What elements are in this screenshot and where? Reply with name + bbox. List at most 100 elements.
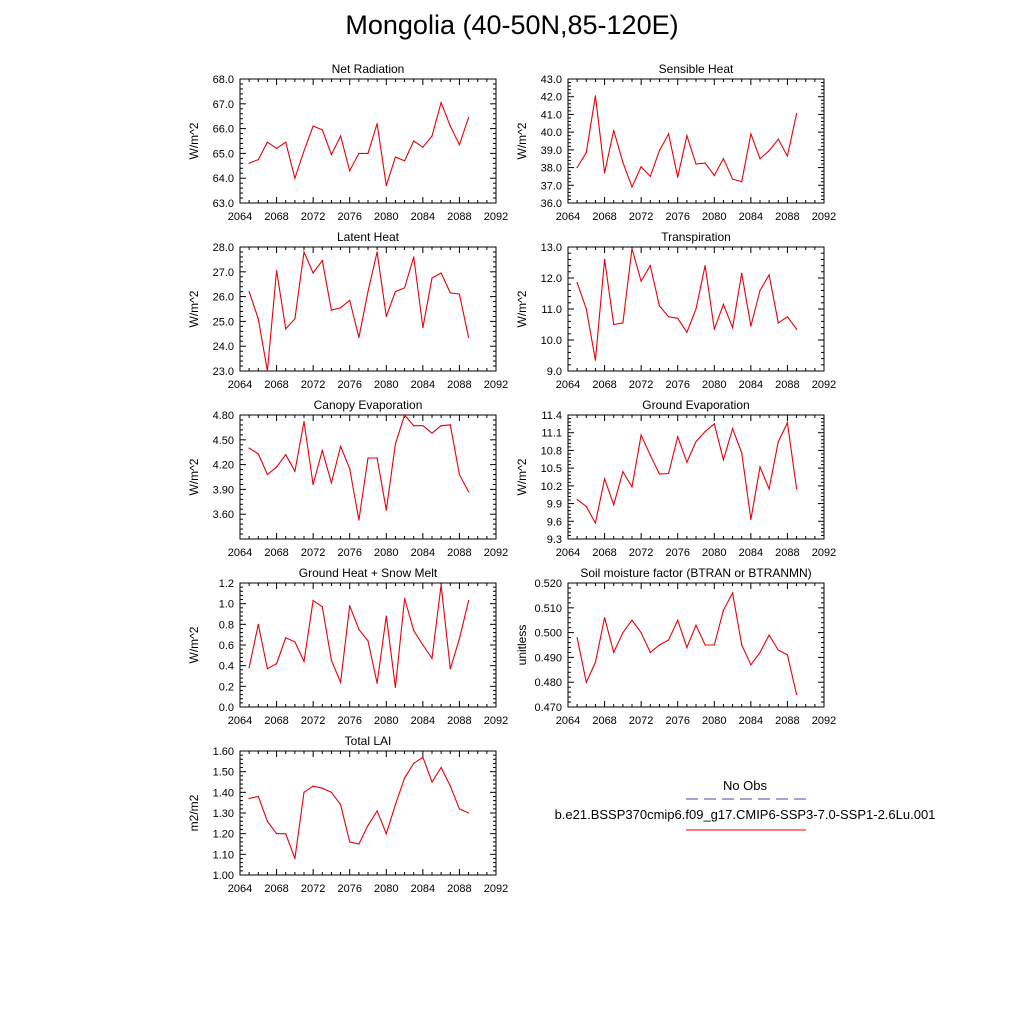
y-tick-label: 10.5 [541, 463, 562, 475]
panel-title: Ground Heat + Snow Melt [299, 566, 438, 580]
data-point [686, 646, 688, 649]
data-point [449, 292, 451, 294]
data-point [667, 639, 670, 641]
data-point [321, 129, 323, 131]
data-point [358, 843, 360, 845]
data-point [285, 833, 287, 835]
x-tick-label: 2064 [556, 211, 580, 223]
x-tick-label: 2092 [484, 211, 508, 223]
y-tick-label: 1.20 [213, 829, 234, 841]
x-tick-label: 2088 [775, 547, 799, 559]
data-point [394, 291, 397, 293]
series-line [248, 756, 469, 859]
legend-obs: No Obs [620, 778, 870, 808]
data-point [677, 436, 679, 438]
data-point [449, 424, 451, 426]
x-tick-label: 2072 [301, 379, 325, 391]
panel-6: 2064 2068 2072 2076 2080 2084 2088 2092 9.3 9.6 9.… [515, 398, 836, 559]
data-point [431, 657, 433, 660]
data-point [613, 504, 615, 506]
x-tick-label: 2072 [629, 715, 653, 727]
data-point [321, 260, 323, 262]
x-tick-label: 2064 [556, 379, 580, 391]
data-point [275, 466, 278, 468]
y-tick-label: 9.9 [547, 499, 562, 511]
data-point [367, 640, 369, 642]
y-tick-label: 11.4 [541, 410, 562, 422]
x-tick-label: 2088 [775, 715, 799, 727]
data-point [422, 644, 424, 646]
data-point [358, 152, 360, 154]
data-point [403, 287, 406, 289]
y-tick-label: 37.0 [541, 180, 562, 192]
y-tick-label: 0.490 [534, 652, 562, 664]
x-tick-label: 2092 [484, 379, 508, 391]
data-point [576, 166, 578, 169]
data-point [376, 810, 378, 812]
panel-7: 2064 2068 2072 2076 2080 2084 2088 2092 0.0 0.2 0.… [187, 566, 508, 727]
data-point [640, 632, 642, 634]
data-point [394, 804, 397, 806]
panel-title: Canopy Evaporation [314, 398, 423, 412]
x-tick-label: 2068 [592, 715, 616, 727]
x-tick-label: 2064 [228, 211, 252, 223]
data-point [576, 282, 578, 284]
data-point [731, 592, 734, 594]
x-tick-label: 2092 [484, 715, 508, 727]
data-point [649, 175, 651, 178]
series-line [248, 100, 470, 186]
series-line [248, 413, 470, 521]
data-point [422, 146, 424, 148]
panel-title: Ground Evaporation [642, 398, 749, 412]
y-tick-label: 11.1 [541, 428, 562, 440]
data-point [403, 777, 406, 779]
legend-model-line [686, 829, 806, 831]
y-tick-label: 66.0 [213, 124, 234, 136]
data-point [759, 289, 761, 291]
x-tick-label: 2068 [264, 211, 288, 223]
y-tick-label: 4.20 [213, 460, 234, 472]
data-point [649, 265, 651, 267]
data-point [786, 316, 789, 318]
data-point [768, 274, 770, 276]
data-point [431, 135, 433, 137]
data-point [585, 151, 587, 154]
data-point [422, 425, 424, 427]
data-point [266, 820, 269, 822]
x-tick-label: 2080 [702, 715, 726, 727]
data-point [257, 795, 259, 798]
data-point [403, 160, 406, 162]
data-point [777, 138, 779, 140]
legend-obs-line [686, 798, 806, 800]
data-point [367, 152, 369, 154]
data-point [731, 327, 734, 329]
data-point [467, 116, 470, 119]
data-point [367, 457, 369, 459]
y-tick-label: 39.0 [541, 145, 562, 157]
x-tick-label: 2068 [264, 379, 288, 391]
data-point [330, 659, 333, 662]
data-point [294, 318, 296, 320]
data-point [266, 370, 269, 372]
data-point [795, 694, 798, 696]
x-tick-label: 2088 [447, 379, 471, 391]
data-point [458, 808, 461, 810]
data-point [704, 265, 706, 267]
data-point [704, 644, 706, 646]
series-line [576, 591, 798, 695]
data-point [349, 841, 351, 843]
data-point [275, 147, 278, 150]
y-tick-label: 10.8 [541, 445, 562, 457]
data-point [413, 140, 415, 142]
data-point [394, 156, 397, 158]
data-point [658, 473, 661, 475]
data-point [312, 272, 314, 274]
data-point [440, 425, 442, 427]
y-tick-label: 3.90 [213, 484, 234, 496]
data-point [275, 663, 278, 665]
x-tick-label: 2080 [374, 883, 398, 895]
data-point [704, 430, 706, 433]
data-point [312, 785, 314, 787]
data-point [349, 468, 351, 470]
x-tick-label: 2072 [629, 547, 653, 559]
